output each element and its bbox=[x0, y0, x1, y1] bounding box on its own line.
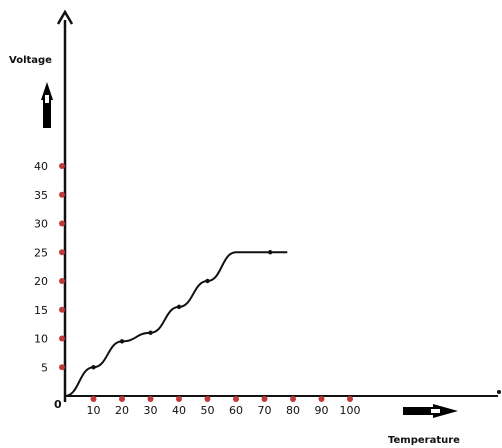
x-tick-label: 70 bbox=[258, 404, 272, 417]
y-axis-arrowhead bbox=[56, 9, 74, 25]
x-tick-label: 60 bbox=[229, 404, 243, 417]
x-tick-marker bbox=[347, 396, 353, 402]
y-tick-marker bbox=[59, 306, 65, 313]
y-tick-label: 30 bbox=[34, 218, 48, 231]
data-point bbox=[205, 278, 210, 284]
x-tick-label: 10 bbox=[87, 404, 101, 417]
x-tick-label: 50 bbox=[201, 404, 215, 417]
x-tick-marker bbox=[176, 396, 182, 402]
y-tick-marker bbox=[59, 191, 65, 198]
y-tick-marker bbox=[59, 335, 65, 342]
x-arrow-icon bbox=[403, 404, 458, 418]
data-point bbox=[148, 330, 153, 335]
y-tick-label: 15 bbox=[34, 304, 48, 317]
data-point bbox=[268, 250, 273, 255]
x-tick-label: 30 bbox=[144, 404, 158, 417]
y-tick-label: 35 bbox=[34, 189, 48, 202]
x-tick-marker bbox=[204, 396, 211, 402]
y-tick-label: 20 bbox=[34, 275, 48, 288]
y-tick-marker bbox=[59, 364, 65, 371]
y-tick-marker bbox=[59, 163, 65, 169]
data-point bbox=[91, 365, 96, 370]
x-tick-marker bbox=[233, 396, 239, 402]
data-point bbox=[176, 304, 182, 310]
y-tick-label: 5 bbox=[41, 361, 48, 374]
y-tick-marker bbox=[59, 278, 65, 284]
x-tick-marker bbox=[261, 396, 268, 402]
data-series bbox=[64, 250, 288, 397]
x-tick-label: 80 bbox=[286, 404, 300, 417]
y-arrow-icon bbox=[41, 82, 53, 128]
x-tick-label: 90 bbox=[315, 404, 329, 417]
y-axis-title: Voltage bbox=[9, 55, 52, 66]
x-tick-label: 40 bbox=[172, 404, 186, 417]
y-tick-marker bbox=[59, 249, 65, 256]
x-tick-label: 100 bbox=[340, 404, 361, 417]
x-tick-marker bbox=[290, 396, 296, 402]
x-axis-end-dot bbox=[497, 390, 501, 394]
y-tick-label: 10 bbox=[34, 333, 48, 346]
y-tick-label: 25 bbox=[34, 246, 48, 259]
origin-label: 0 bbox=[54, 398, 62, 411]
y-tick-label: 40 bbox=[34, 160, 48, 173]
axes bbox=[56, 9, 501, 402]
x-tick-marker bbox=[119, 396, 125, 402]
x-tick-label: 20 bbox=[115, 404, 129, 417]
y-tick-marker bbox=[59, 220, 65, 227]
tick-labels: 5 10 15 20 25 30 35 40 10 20 30 40 50 60 70 80 90 100 bbox=[34, 160, 361, 417]
data-point bbox=[119, 339, 125, 344]
x-axis-title: Temperature bbox=[388, 435, 460, 446]
x-tick-marker bbox=[90, 396, 97, 402]
series-line bbox=[64, 251, 288, 397]
x-tick-marker bbox=[147, 396, 154, 402]
x-tick-marker bbox=[318, 396, 325, 402]
